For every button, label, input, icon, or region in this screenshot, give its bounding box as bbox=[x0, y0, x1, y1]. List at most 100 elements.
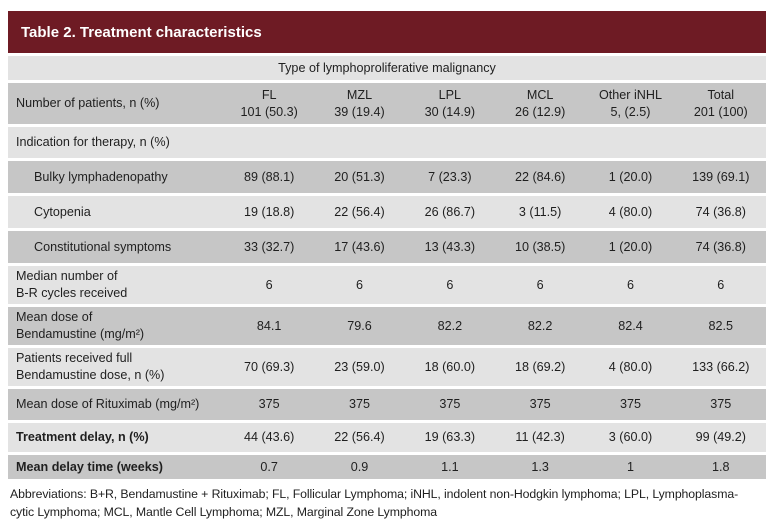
row-label-line1: Bulky lymphadenopathy bbox=[34, 169, 168, 184]
abbreviations-line2: cytic Lymphoma; MCL, Mantle Cell Lymphom… bbox=[10, 504, 437, 519]
cell-value: 70 (69.3) bbox=[243, 359, 295, 374]
cell-value: 74 (36.8) bbox=[695, 204, 746, 219]
span-header-row: Type of lymphoproliferative malignancy bbox=[8, 56, 766, 80]
cell-value: 3 (60.0) bbox=[608, 430, 653, 445]
row-label: Bulky lymphadenopathy bbox=[8, 169, 224, 186]
cell-value: 79.6 bbox=[347, 318, 372, 333]
row-label-line1: Mean dose of bbox=[16, 310, 93, 325]
table-row-mean-dose-rituximab: Mean dose of Rituximab (mg/m²) 375 375 3… bbox=[8, 389, 766, 420]
row-label-line2: Bendamustine (mg/m²) bbox=[16, 327, 145, 341]
cell-value: 17 (43.6) bbox=[334, 239, 385, 254]
row-label-line1: Cytopenia bbox=[34, 204, 91, 219]
cell-value: 3 (11.5) bbox=[518, 204, 562, 219]
treatment-characteristics-table: Table 2. Treatment characteristics Type … bbox=[8, 11, 766, 479]
cell-value: 6 bbox=[446, 277, 454, 292]
table-row-cytopenia: Cytopenia 19 (18.8) 22 (56.4) 26 (86.7) … bbox=[8, 196, 766, 228]
table-row-patients-full-dose: Patients received full Bendamustine dose… bbox=[8, 348, 766, 386]
cell-value: 82.5 bbox=[708, 318, 734, 333]
cell-value: 1 (20.0) bbox=[608, 169, 653, 184]
cell-value: 6 bbox=[717, 277, 725, 292]
row-label: Median number of B-R cycles received bbox=[8, 268, 224, 301]
row-label-line2: B-R cycles received bbox=[16, 286, 128, 300]
column-abbrev: FL bbox=[261, 87, 277, 102]
cell-value: 1.3 bbox=[531, 459, 549, 474]
cell-value: 6 bbox=[536, 277, 544, 292]
row-label-line1: Median number of bbox=[16, 269, 118, 284]
cell-value: 7 (23.3) bbox=[428, 169, 472, 184]
cell-value: 10 (38.5) bbox=[514, 239, 566, 254]
cell-value: 6 bbox=[355, 277, 363, 292]
cell-value: 375 bbox=[619, 397, 641, 412]
cell-value: 82.2 bbox=[527, 318, 553, 333]
cell-value: 22 (84.6) bbox=[514, 169, 566, 184]
cell-value: 0.7 bbox=[260, 459, 278, 474]
cell-value: 375 bbox=[710, 397, 732, 412]
cell-value: 4 (80.0) bbox=[608, 204, 653, 219]
cell-value: 18 (60.0) bbox=[424, 359, 476, 374]
row-label-line1: Mean dose of Rituximab (mg/m²) bbox=[16, 397, 200, 412]
cell-value: 84.1 bbox=[256, 318, 282, 333]
cell-value: 6 bbox=[626, 277, 634, 292]
table-title-bar: Table 2. Treatment characteristics bbox=[8, 11, 766, 53]
row-label: Patients received full Bendamustine dose… bbox=[8, 350, 224, 383]
column-count: 26 (12.9) bbox=[514, 104, 566, 119]
column-abbrev: LPL bbox=[438, 87, 462, 102]
cell-value: 1.1 bbox=[441, 459, 459, 474]
column-header-mzl: MZL 39 (19.4) bbox=[314, 87, 404, 120]
column-count: 39 (19.4) bbox=[334, 104, 385, 119]
column-abbrev: Other iNHL bbox=[598, 87, 662, 102]
row-label: Treatment delay, n (%) bbox=[8, 429, 224, 446]
row-label-line2: Bendamustine dose, n (%) bbox=[16, 368, 165, 382]
cell-value: 1 (20.0) bbox=[608, 239, 653, 254]
cell-value: 0.9 bbox=[350, 459, 369, 474]
cell-value: 82.4 bbox=[618, 318, 643, 333]
row-label: Constitutional symptoms bbox=[8, 239, 224, 256]
cell-value: 375 bbox=[439, 397, 461, 412]
cell-value: 26 (86.7) bbox=[424, 204, 476, 219]
row-label-number-of-patients: Number of patients, n (%) bbox=[16, 96, 160, 111]
table-row-indication-for-therapy: Indication for therapy, n (%) bbox=[8, 127, 766, 158]
column-count: 5, (2.5) bbox=[610, 104, 651, 119]
column-abbrev: MZL bbox=[346, 87, 373, 102]
row-label-line1: Treatment delay, n (%) bbox=[16, 430, 149, 445]
cell-value: 375 bbox=[258, 397, 280, 412]
cell-value: 139 (69.1) bbox=[692, 169, 750, 184]
cell-value: 33 (32.7) bbox=[243, 239, 295, 254]
span-header-label: Type of lymphoproliferative malignancy bbox=[278, 61, 496, 75]
cell-value: 375 bbox=[348, 397, 370, 412]
table-row-mean-dose-bendamustine: Mean dose of Bendamustine (mg/m²) 84.1 7… bbox=[8, 307, 766, 345]
column-abbrev: Total bbox=[707, 87, 735, 102]
cell-value: 1.8 bbox=[712, 459, 730, 474]
table-row-treatment-delay: Treatment delay, n (%) 44 (43.6) 22 (56.… bbox=[8, 423, 766, 452]
column-header-total: Total 201 (100) bbox=[676, 87, 766, 120]
cell-value: 375 bbox=[529, 397, 551, 412]
abbreviations-line1: Abbreviations: B+R, Bendamustine + Ritux… bbox=[10, 487, 739, 501]
row-label: Indication for therapy, n (%) bbox=[8, 134, 224, 151]
cell-value: 19 (63.3) bbox=[424, 430, 476, 445]
cell-value: 4 (80.0) bbox=[608, 359, 653, 374]
row-label-line1: Indication for therapy, n (%) bbox=[16, 135, 170, 150]
cell-value: 44 (43.6) bbox=[243, 430, 295, 445]
table-row-bulky-lymphadenopathy: Bulky lymphadenopathy 89 (88.1) 20 (51.3… bbox=[8, 161, 766, 193]
cell-value: 99 (49.2) bbox=[695, 430, 746, 445]
column-header-row: Number of patients, n (%) FL 101 (50.3) … bbox=[8, 83, 766, 124]
row-label: Mean dose of Bendamustine (mg/m²) bbox=[8, 309, 224, 342]
cell-value: 133 (66.2) bbox=[692, 359, 750, 374]
row-label-line1: Mean delay time (weeks) bbox=[16, 459, 163, 474]
cell-value: 19 (18.8) bbox=[243, 204, 295, 219]
row-label: Mean delay time (weeks) bbox=[8, 459, 224, 476]
row-label: Cytopenia bbox=[8, 204, 224, 221]
row-label-line1: Patients received full bbox=[16, 351, 133, 366]
cell-value: 1 bbox=[626, 459, 634, 474]
cell-value: 74 (36.8) bbox=[695, 239, 746, 254]
cell-value: 18 (69.2) bbox=[514, 359, 566, 374]
cell-value: 89 (88.1) bbox=[243, 169, 295, 184]
column-count: 201 (100) bbox=[693, 104, 748, 119]
column-header-fl: FL 101 (50.3) bbox=[224, 87, 314, 120]
cell-value: 22 (56.4) bbox=[334, 204, 385, 219]
table-title: Table 2. Treatment characteristics bbox=[21, 23, 262, 41]
cell-value: 13 (43.3) bbox=[424, 239, 476, 254]
column-header-mcl: MCL 26 (12.9) bbox=[495, 87, 585, 120]
cell-value: 6 bbox=[265, 277, 273, 292]
